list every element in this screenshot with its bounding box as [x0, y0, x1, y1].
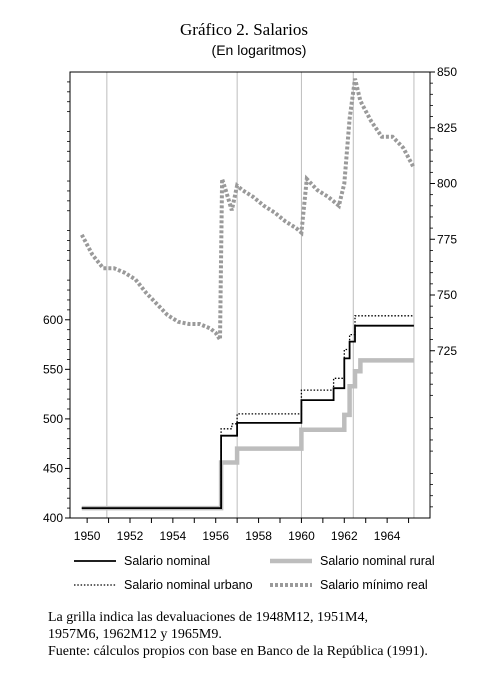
series-line-3	[80, 78, 416, 347]
x-tick-label-5: 1960	[288, 529, 315, 543]
x-tick-label-1: 1952	[117, 529, 144, 543]
series-layer	[80, 78, 416, 511]
left-tick-label-3: 550	[43, 362, 63, 376]
legend-label-0: Salario nominal	[124, 554, 210, 568]
right-tick-label-0: 725	[437, 344, 457, 358]
footnote-line-2: 1957M6, 1962M12 y 1965M9.	[48, 627, 222, 642]
footnote-line-3: Fuente: cálculos propios con base en Ban…	[48, 644, 428, 659]
legend: Salario nominal Salario nominal rural Sala…	[74, 554, 435, 592]
footnote-line-1: La grilla indica las devaluaciones de 19…	[48, 610, 368, 625]
left-tick-label-1: 450	[43, 461, 63, 475]
right-tick-label-2: 775	[437, 232, 457, 246]
x-tick-label-0: 1950	[74, 529, 101, 543]
plot-frame	[69, 71, 431, 519]
left-tick-label-2: 500	[43, 412, 63, 426]
footnote: La grilla indica las devaluaciones de 19…	[48, 609, 478, 660]
grid-lines	[106, 72, 415, 518]
right-tick-label-5: 850	[437, 65, 457, 79]
x-tick-label-6: 1962	[331, 529, 358, 543]
legend-label-3: Salario mínimo real	[320, 578, 428, 592]
chart-subtitle: (En logaritmos)	[211, 42, 307, 58]
series-line-0	[81, 324, 414, 510]
axes: 400 450 500 550 600 725 750 775 800 825 850 1950 195…	[43, 65, 457, 543]
x-tick-label-2: 1954	[160, 529, 187, 543]
right-tick-label-4: 825	[437, 121, 457, 135]
left-tick-label-0: 400	[43, 511, 63, 525]
x-tick-label-3: 1956	[202, 529, 229, 543]
legend-label-1: Salario nominal rural	[320, 554, 435, 568]
x-tick-label-7: 1964	[374, 529, 401, 543]
x-tick-label-4: 1958	[245, 529, 272, 543]
legend-label-2: Salario nominal urbano	[124, 578, 253, 592]
right-tick-label-3: 800	[437, 177, 457, 191]
left-tick-label-4: 600	[43, 313, 63, 327]
series-line-2	[81, 358, 414, 511]
chart-title: Gráfico 2. Salarios	[180, 20, 308, 39]
right-tick-label-1: 750	[437, 288, 457, 302]
series-line-1	[81, 315, 414, 509]
